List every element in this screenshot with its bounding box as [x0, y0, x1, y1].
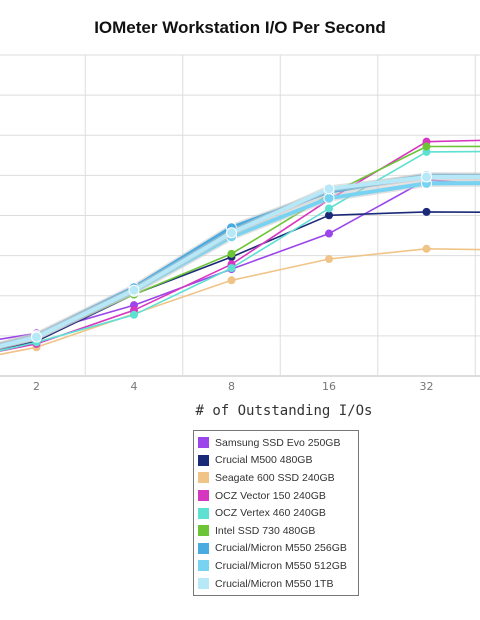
data-point: [421, 171, 432, 183]
data-point: [325, 229, 333, 238]
legend-label: OCZ Vertex 460 240GB: [215, 507, 326, 520]
data-point: [325, 211, 333, 220]
legend-swatch: [198, 490, 209, 502]
legend-label: Intel SSD 730 480GB: [215, 524, 316, 537]
legend-label: Crucial/Micron M550 256GB: [215, 542, 347, 555]
legend-swatch: [198, 525, 209, 537]
data-point: [422, 207, 431, 216]
series-line: [0, 174, 480, 349]
x-tick-label: 4: [131, 380, 138, 393]
legend-swatch: [198, 560, 209, 572]
legend-label: Seagate 600 SSD 240GB: [215, 471, 335, 484]
legend-label: Crucial/Micron M550 1TB: [215, 577, 334, 590]
data-point: [128, 284, 140, 296]
data-point: [130, 310, 138, 319]
series-crucial-micron-m550-1tb: [0, 171, 480, 350]
series-shadow: [0, 179, 480, 350]
data-point: [226, 227, 237, 239]
x-tick-label: 16: [322, 380, 336, 393]
grid: [0, 54, 480, 377]
series-crucial-micron-m550-512gb: [0, 177, 480, 350]
legend-item: Crucial/Micron M550 512GB: [198, 557, 358, 575]
x-axis-title: # of Outstanding I/Os: [195, 403, 372, 419]
data-point: [227, 249, 236, 258]
x-tick-label: 32: [420, 380, 434, 393]
data-point: [323, 192, 335, 204]
legend-swatch: [198, 472, 209, 484]
x-tick-label: 8: [228, 380, 235, 393]
series-samsung-ssd-evo-250gb: [0, 175, 480, 341]
legend-label: Crucial/Micron M550 512GB: [215, 559, 347, 572]
series-line: [0, 181, 480, 348]
legend-item: Crucial M500 480GB: [198, 452, 358, 470]
legend-label: OCZ Vector 150 240GB: [215, 489, 326, 502]
legend-item: OCZ Vector 150 240GB: [198, 487, 358, 505]
legend-item: Crucial/Micron M550 1TB: [198, 575, 358, 593]
legend-swatch: [198, 437, 209, 449]
series-shadow: [0, 173, 480, 350]
legend-item: Intel SSD 730 480GB: [198, 522, 358, 540]
legend-item: Seagate 600 SSD 240GB: [198, 469, 358, 487]
data-point: [323, 183, 335, 195]
legend-swatch: [198, 454, 209, 466]
data-point: [325, 204, 333, 213]
legend-item: Samsung SSD Evo 250GB: [198, 434, 358, 452]
data-point: [31, 331, 42, 343]
legend-swatch: [198, 542, 209, 554]
data-point: [227, 276, 236, 285]
chart-title: IOMeter Workstation I/O Per Second: [94, 18, 386, 37]
data-point: [227, 264, 236, 273]
x-tick-labels: 2 4 8 16 32: [33, 380, 434, 393]
legend-swatch: [198, 507, 209, 519]
legend-label: Crucial M500 480GB: [215, 454, 313, 467]
series-crucial-micron-m550-256gb: [0, 170, 480, 349]
legend: Samsung SSD Evo 250GB Crucial M500 480GB S…: [193, 430, 359, 596]
legend-swatch: [198, 578, 209, 590]
data-point: [422, 244, 431, 253]
legend-item: OCZ Vertex 460 240GB: [198, 504, 358, 522]
data-point: [325, 255, 333, 264]
data-point: [422, 142, 431, 151]
x-tick-label: 2: [33, 380, 40, 393]
series-layer: [0, 137, 480, 356]
legend-item: Crucial/Micron M550 256GB: [198, 540, 358, 558]
legend-label: Samsung SSD Evo 250GB: [215, 436, 341, 449]
